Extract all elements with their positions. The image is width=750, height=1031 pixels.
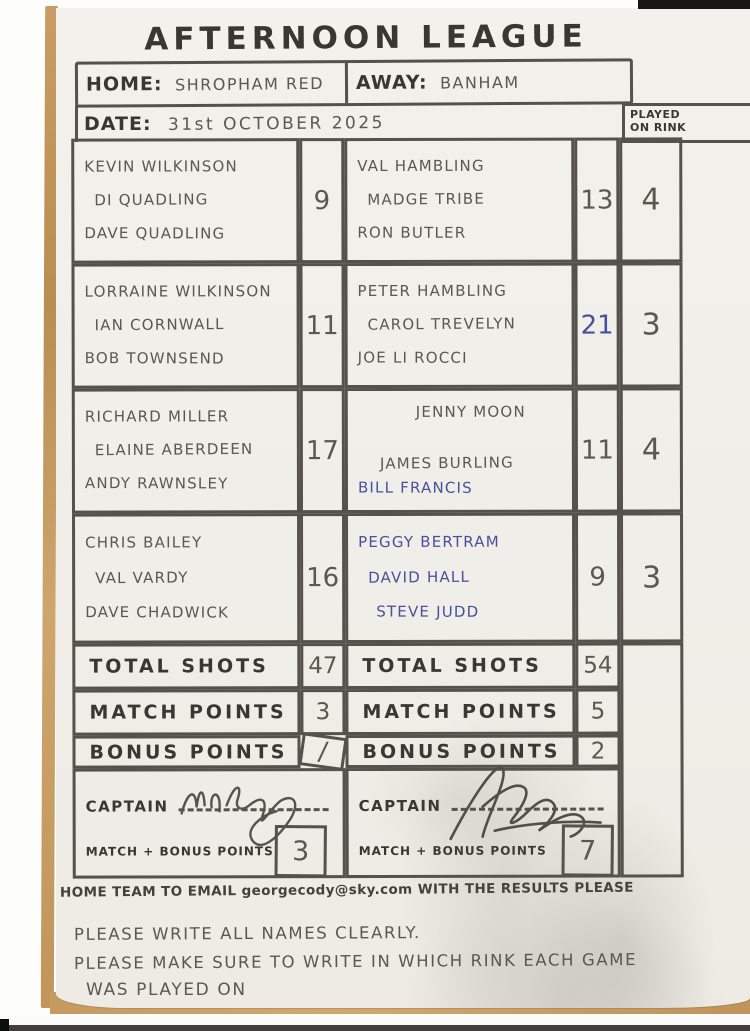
game3-home-players: RICHARD MILLER ELAINE ABERDEEN ANDY RAWN… xyxy=(71,388,301,514)
away-total-shots-value: 54 xyxy=(575,642,621,689)
home-away-box: HOME: SHROPHAM RED AWAY: BANHAM xyxy=(74,58,634,108)
away-match-bonus-row: MATCH + BONUS POINTS 7 xyxy=(358,824,614,878)
rink-header-line2: ON RINK xyxy=(630,121,687,134)
score-sheet-paper: AFTERNOON LEAGUE HOME: SHROPHAM RED AWAY… xyxy=(56,8,750,1008)
away-team-name: BANHAM xyxy=(439,72,520,93)
signature-dashed-line xyxy=(178,791,329,812)
away-bonus-points-label: BONUS POINTS xyxy=(345,734,576,769)
game2-away-score: 21 xyxy=(574,262,620,388)
date-row: DATE: 31st OCTOBER 2025 xyxy=(75,106,627,142)
date-label: DATE: xyxy=(84,113,152,135)
game4-away-players: PEGGY BERTRAM DAVID HALL STEVE JUDD xyxy=(345,512,576,644)
away-match-points-value: 5 xyxy=(575,688,621,735)
game1-rink: 4 xyxy=(619,137,683,263)
away-match-bonus-total: 7 xyxy=(561,824,614,877)
away-match-bonus-label: MATCH + BONUS POINTS xyxy=(358,843,547,859)
player-name: PEGGY BERTRAM xyxy=(358,532,500,551)
page-title: AFTERNOON LEAGUE xyxy=(144,18,588,58)
away-team-cell: AWAY: BANHAM xyxy=(348,61,630,103)
player-name: JAMES BURLING xyxy=(379,452,515,473)
scan-edge-bottom-dark xyxy=(0,1025,750,1031)
player-name: CAROL TREVELYN xyxy=(367,314,517,335)
rink-column-empty-cell xyxy=(620,642,684,878)
player-name: IAN CORNWALL xyxy=(94,315,225,335)
home-captain-cell: CAPTAIN MATCH + BONUS POINTS 3 xyxy=(72,768,346,879)
note-names-clearly: PLEASE WRITE ALL NAMES CLEARLY. xyxy=(73,923,421,944)
away-total-shots-label: TOTAL SHOTS xyxy=(345,642,576,690)
rink-header-line1: PLAYED xyxy=(630,108,681,121)
date-value: 31st OCTOBER 2025 xyxy=(167,113,385,135)
scan-edge-bottom-white xyxy=(0,1016,750,1025)
home-captain-line: CAPTAIN xyxy=(85,781,335,847)
game2-rink: 3 xyxy=(619,262,683,388)
player-name: KEVIN WILKINSON xyxy=(84,157,238,176)
home-match-bonus-row: MATCH + BONUS POINTS 3 xyxy=(85,824,335,878)
player-name: JENNY MOON xyxy=(415,402,526,421)
player-name: RICHARD MILLER xyxy=(84,407,230,426)
game4-home-score: 16 xyxy=(300,513,346,644)
away-captain-cell: CAPTAIN MATCH + BONUS POINTS 7 xyxy=(345,766,621,879)
player-name: STEVE JUDD xyxy=(376,602,480,622)
player-name: VAL VARDY xyxy=(95,568,189,588)
game1-home-score: 9 xyxy=(299,138,345,264)
player-name: BILL FRANCIS xyxy=(357,477,473,497)
away-match-points-label: MATCH POINTS xyxy=(345,688,576,736)
player-name: BOB TOWNSEND xyxy=(84,349,225,368)
home-match-bonus-total: 3 xyxy=(274,824,327,878)
game1-away-score: 13 xyxy=(574,137,620,263)
home-match-points-label: MATCH POINTS xyxy=(72,689,301,736)
player-name: JOE LI ROCCI xyxy=(357,348,468,367)
player-name: DI QUADLING xyxy=(94,190,209,210)
home-match-bonus-label: MATCH + BONUS POINTS xyxy=(85,844,274,859)
player-name: DAVE QUADLING xyxy=(84,224,226,243)
away-captain-label: CAPTAIN xyxy=(358,796,442,816)
email-instruction: HOME TEAM TO EMAIL georgecody@sky.com WI… xyxy=(59,879,634,901)
home-captain-label: CAPTAIN xyxy=(85,797,169,816)
player-name: CHRIS BAILEY xyxy=(85,533,203,552)
scan-edge-bottom-left-square xyxy=(0,1019,9,1031)
player-name: MADGE TRIBE xyxy=(367,190,486,210)
player-name: LORRAINE WILKINSON xyxy=(84,282,272,301)
note-rink-line2: WAS PLAYED ON xyxy=(86,980,247,1000)
home-team-name: SHROPHAM RED xyxy=(174,73,324,94)
away-label: AWAY: xyxy=(355,71,428,94)
away-bonus-points-value: 2 xyxy=(575,734,621,768)
away-captain-line: CAPTAIN xyxy=(358,766,610,841)
home-label: HOME: xyxy=(85,73,163,96)
player-name: ANDY RAWNSLEY xyxy=(84,474,229,493)
game3-home-score: 17 xyxy=(299,388,346,514)
player-name: VAL HAMBLING xyxy=(357,156,485,175)
game4-rink: 3 xyxy=(620,512,684,643)
game4-away-score: 9 xyxy=(575,512,621,643)
player-name: ELAINE ABERDEEN xyxy=(94,440,254,460)
game2-home-players: LORRAINE WILKINSON IAN CORNWALL BOB TOWN… xyxy=(71,263,300,389)
player-name: PETER HAMBLING xyxy=(357,281,508,300)
signature-dashed-line xyxy=(451,790,604,811)
game2-away-players: PETER HAMBLING CAROL TREVELYN JOE LI ROC… xyxy=(344,262,575,389)
home-match-points-value: 3 xyxy=(300,689,346,736)
game4-home-players: CHRIS BAILEY VAL VARDY DAVE CHADWICK xyxy=(72,513,301,644)
rink-column-header: PLAYED ON RINK xyxy=(622,103,750,143)
game3-away-players: JENNY MOON JAMES BURLING BILL FRANCIS xyxy=(344,387,576,514)
player-name: DAVID HALL xyxy=(368,567,471,587)
game2-home-score: 11 xyxy=(299,263,345,389)
home-team-cell: HOME: SHROPHAM RED xyxy=(77,63,349,105)
results-grid: KEVIN WILKINSON DI QUADLING DAVE QUADLIN… xyxy=(71,137,684,879)
player-name: DAVE CHADWICK xyxy=(85,603,230,622)
game1-away-players: VAL HAMBLING MADGE TRIBE RON BUTLER xyxy=(344,137,575,264)
note-rink-line1: PLEASE MAKE SURE TO WRITE IN WHICH RINK … xyxy=(73,950,638,973)
home-total-shots-value: 47 xyxy=(300,643,346,690)
scan-edge-top-right xyxy=(638,0,750,9)
game3-rink: 4 xyxy=(619,387,684,513)
home-bonus-points-value: / xyxy=(298,732,348,772)
game3-away-score: 11 xyxy=(574,387,621,513)
player-name: RON BUTLER xyxy=(357,223,467,242)
game1-home-players: KEVIN WILKINSON DI QUADLING DAVE QUADLIN… xyxy=(71,138,300,264)
home-bonus-points-label: BONUS POINTS xyxy=(72,735,301,769)
home-total-shots-label: TOTAL SHOTS xyxy=(72,643,301,690)
